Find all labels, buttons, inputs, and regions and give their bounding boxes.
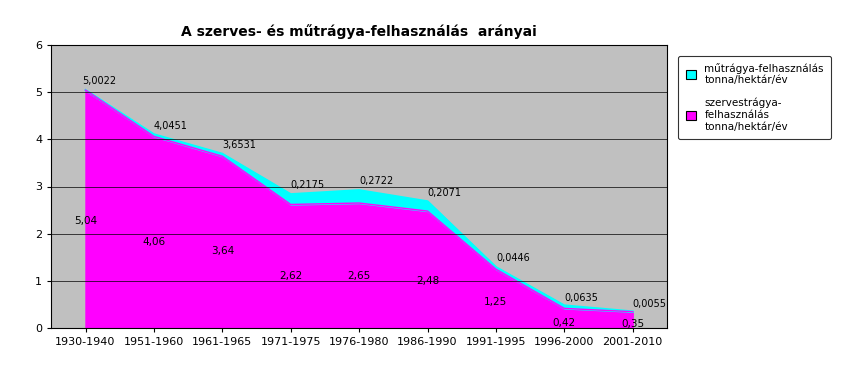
Text: 3,64: 3,64 <box>210 246 234 256</box>
Text: 2,48: 2,48 <box>416 276 439 286</box>
Legend: műtrágya-felhasználás
tonna/hektár/év, szervestrágya-
felhasználás
tonna/hektár/: műtrágya-felhasználás tonna/hektár/év, s… <box>678 56 831 139</box>
Text: 5,04: 5,04 <box>74 216 97 226</box>
Title: A szerves- és műtrágya-felhasználás  arányai: A szerves- és műtrágya-felhasználás arán… <box>181 25 537 40</box>
Text: 0,2722: 0,2722 <box>359 176 393 186</box>
Text: 0,0635: 0,0635 <box>564 292 598 303</box>
Text: 0,42: 0,42 <box>552 318 576 328</box>
Text: 2,65: 2,65 <box>347 271 371 280</box>
Text: 1,25: 1,25 <box>484 297 508 307</box>
Text: 4,0451: 4,0451 <box>154 120 188 131</box>
Text: 4,06: 4,06 <box>142 237 166 247</box>
Text: 3,6531: 3,6531 <box>222 140 256 150</box>
Text: 0,0446: 0,0446 <box>496 253 529 263</box>
Text: 0,35: 0,35 <box>621 319 645 329</box>
Text: 2,62: 2,62 <box>279 271 303 281</box>
Text: 5,0022: 5,0022 <box>82 76 116 86</box>
Text: 0,2071: 0,2071 <box>428 188 462 198</box>
Text: 0,0055: 0,0055 <box>633 299 667 308</box>
Text: 0,2175: 0,2175 <box>291 181 325 190</box>
